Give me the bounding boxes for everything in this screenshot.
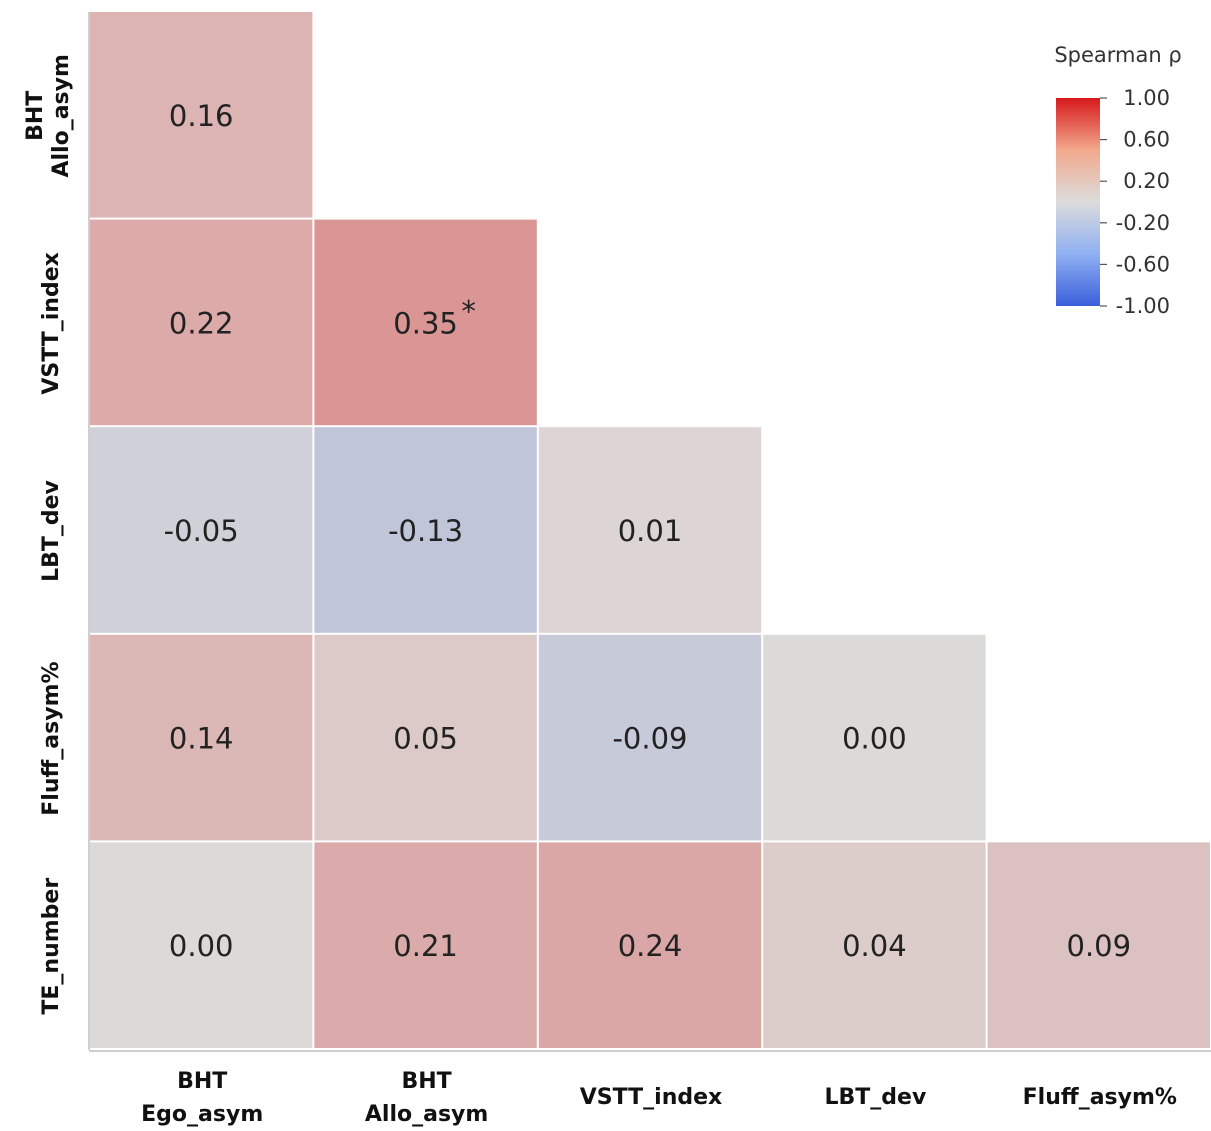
cell-value-label: 0.24 bbox=[618, 929, 683, 963]
column-label: LBT_dev bbox=[824, 1085, 926, 1110]
cell-value-label: 0.04 bbox=[842, 929, 907, 963]
cell-value-label: 0.35 bbox=[393, 306, 458, 340]
row-label: TE_number bbox=[39, 878, 64, 1015]
heatmap-cell bbox=[90, 427, 313, 633]
row-label: VSTT_index bbox=[39, 252, 64, 394]
legend-colorbar bbox=[1056, 98, 1100, 306]
column-label: BHT Ego_asym bbox=[141, 1069, 263, 1127]
cell-value-label: 0.00 bbox=[842, 722, 907, 756]
row-label: Fluff_asym% bbox=[39, 661, 64, 815]
legend-tick-label: -0.60 bbox=[1116, 252, 1170, 276]
column-label: Fluff_asym% bbox=[1023, 1085, 1177, 1110]
cell-value-label: 0.14 bbox=[169, 722, 234, 756]
heatmap-cell bbox=[538, 842, 762, 1048]
heatmap-cell bbox=[314, 842, 537, 1048]
heatmap-cell bbox=[538, 427, 762, 633]
cell-value-label: 0.05 bbox=[393, 722, 458, 756]
cell-value-label: 0.00 bbox=[169, 929, 234, 963]
legend-tick-label: 0.20 bbox=[1123, 169, 1170, 193]
heatmap-cell bbox=[314, 427, 537, 633]
cell-value-label: 0.01 bbox=[618, 514, 683, 548]
heatmap-cell bbox=[90, 219, 313, 426]
heatmap-cell bbox=[314, 634, 537, 841]
svg-text:Fluff_asym%: Fluff_asym% bbox=[39, 661, 64, 815]
cell-value-label: -0.13 bbox=[388, 514, 463, 548]
svg-text:LBT_dev: LBT_dev bbox=[39, 479, 64, 581]
heatmap-cell bbox=[90, 12, 313, 218]
column-labels: BHT Ego_asym BHT Allo_asym VSTT_index LBT_dev… bbox=[141, 1069, 1177, 1127]
svg-text:TE_number: TE_number bbox=[39, 878, 64, 1015]
column-label: BHT Allo_asym bbox=[365, 1069, 488, 1127]
cell-value-label: 0.22 bbox=[169, 306, 234, 340]
svg-text:VSTT_index: VSTT_index bbox=[39, 252, 64, 394]
color-legend: Spearman ρ 1.00 0.60 0.20 -0.20 -0.60 -1.00 bbox=[1054, 43, 1181, 318]
heatmap-cell bbox=[90, 842, 313, 1048]
legend-tick-label: -0.20 bbox=[1116, 211, 1170, 235]
cell-value-label: -0.05 bbox=[164, 514, 239, 548]
svg-text:BHTAllo_asym: BHTAllo_asym bbox=[23, 54, 74, 177]
legend-tick-label: -1.00 bbox=[1116, 294, 1170, 318]
heatmap-cell bbox=[987, 842, 1210, 1048]
row-labels: BHTAllo_asym VSTT_index LBT_dev Fluff_asym%… bbox=[23, 54, 74, 1015]
column-label: VSTT_index bbox=[580, 1085, 722, 1110]
plot-frame bbox=[88, 12, 1211, 1052]
row-label: LBT_dev bbox=[39, 479, 64, 581]
legend-tick-label: 1.00 bbox=[1123, 86, 1170, 110]
cell-value-label: 0.16 bbox=[169, 99, 234, 133]
cell-value-label: 0.09 bbox=[1067, 929, 1132, 963]
row-label: BHTAllo_asym bbox=[23, 54, 74, 177]
cell-value-label: -0.09 bbox=[612, 722, 687, 756]
heatmap-cell bbox=[538, 634, 762, 841]
heatmap-cells: 0.16 0.22 0.35 * -0.05 -0.13 0.01 0.14 0.05 -0.09… bbox=[90, 12, 1210, 1048]
legend-tick-label: 0.60 bbox=[1123, 128, 1170, 152]
cell-value-label: 0.21 bbox=[393, 929, 458, 963]
heatmap-cell bbox=[314, 219, 537, 426]
significance-marker: * bbox=[461, 294, 476, 328]
heatmap-cell bbox=[763, 842, 986, 1048]
heatmap-cell bbox=[763, 634, 986, 841]
legend-title: Spearman ρ bbox=[1054, 43, 1181, 67]
heatmap-cell bbox=[90, 634, 313, 841]
